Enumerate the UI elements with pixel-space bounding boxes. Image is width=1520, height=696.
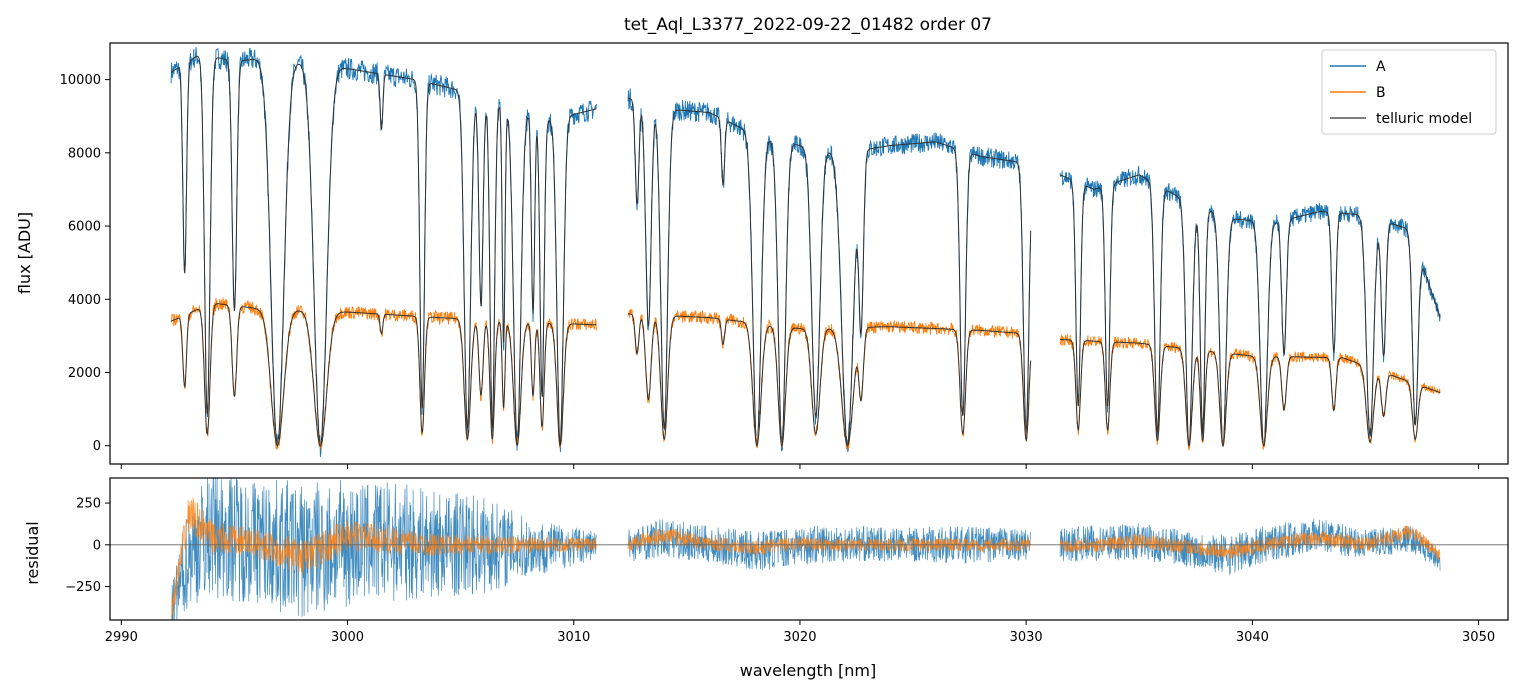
spectrum-y-tick-label: 10000 [60, 73, 101, 88]
series-b-line-segment-2 [627, 309, 1032, 450]
spectrum-axes-frame [109, 42, 1509, 465]
spectrum-y-tick-label: 2000 [68, 366, 101, 381]
residual-b-line-segment-2 [627, 528, 1032, 556]
telluric-model-b-line-segment-2 [628, 313, 1032, 447]
residual-lines [171, 478, 1441, 620]
residual-axes-frame [109, 477, 1509, 621]
spectrum-y-tick-label: 6000 [68, 220, 101, 235]
telluric-model-a-line-segment-2 [627, 97, 1032, 448]
residual-x-tick-label: 3030 [1010, 630, 1043, 645]
residual-y-tick-label: 0 [93, 538, 101, 553]
residual-a-line-segment-3 [1059, 519, 1441, 576]
spectrum-panel: 0 2000 4000 6000 8000 10000 flux [ADU] A B te… [15, 42, 1509, 469]
spectrum-y-tick-label: 8000 [68, 146, 101, 161]
residual-x-tick-label: 2990 [105, 630, 138, 645]
residual-b-line-segment-3 [1059, 525, 1441, 561]
residual-y-tick-label: 250 [76, 497, 101, 512]
spectrum-y-tick-label: 0 [93, 439, 101, 454]
spectrum-lines [170, 47, 1441, 457]
residual-panel: −250 0 250 2990 3000 3010 3020 3030 3040 3050 re… [23, 477, 1509, 680]
residual-x-ticks: 2990 3000 3010 3020 3030 3040 3050 [105, 620, 1495, 645]
spectrum-x-ticks [120, 464, 1480, 469]
series-a-line-segment-2 [627, 88, 1032, 452]
residual-y-ticks: −250 0 250 [65, 497, 110, 595]
telluric-model-a-line-segment-1 [170, 55, 597, 447]
telluric-model-a-line-segment-3 [1059, 174, 1441, 448]
residual-x-tick-label: 3050 [1462, 630, 1495, 645]
spectrum-y-axis-label: flux [ADU] [15, 212, 34, 294]
residual-x-axis-label: wavelength [nm] [740, 661, 877, 680]
legend: A B telluric model [1321, 49, 1497, 135]
residual-y-tick-label: −250 [65, 580, 101, 595]
legend-label-telluric: telluric model [1376, 111, 1472, 127]
residual-x-tick-label: 3020 [783, 630, 816, 645]
residual-x-tick-label: 3010 [557, 630, 590, 645]
telluric-model-b-line-segment-1 [170, 303, 597, 447]
legend-label-b: B [1376, 85, 1386, 101]
spectrum-y-tick-label: 4000 [68, 293, 101, 308]
residual-y-axis-label: residual [23, 521, 42, 584]
legend-label-a: A [1376, 59, 1386, 75]
residual-x-tick-label: 3000 [331, 630, 364, 645]
residual-b-line-segment-1 [171, 497, 597, 620]
spectrum-y-ticks: 0 2000 4000 6000 8000 10000 [60, 73, 110, 454]
telluric-model-b-line-segment-3 [1060, 339, 1441, 447]
legend-box [1321, 49, 1497, 135]
series-a-line-segment-3 [1059, 165, 1441, 449]
residual-x-tick-label: 3040 [1236, 630, 1269, 645]
chart-title: tet_Aql_L3377_2022-09-22_01482 order 07 [624, 15, 992, 35]
residual-a-line-segment-1 [171, 478, 597, 620]
